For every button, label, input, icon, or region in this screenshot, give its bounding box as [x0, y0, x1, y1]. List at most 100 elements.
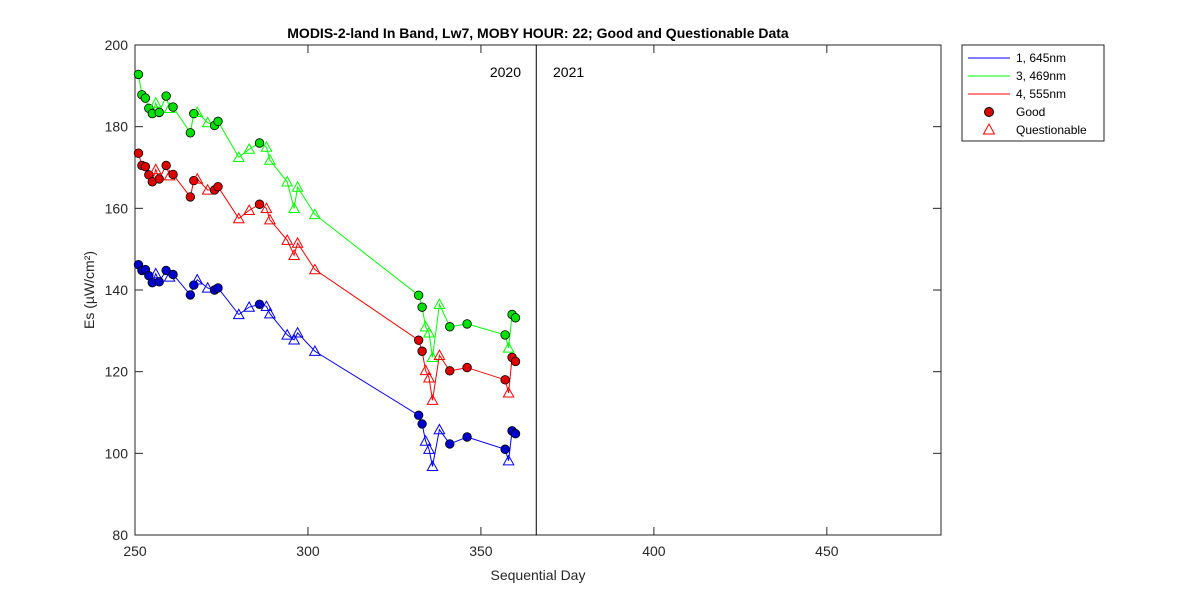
questionable-marker [502, 341, 515, 353]
questionable-marker [433, 349, 446, 360]
questionable-marker [426, 394, 439, 405]
legend-questionable-marker [982, 122, 996, 135]
good-marker [154, 107, 164, 118]
questionable-marker [260, 202, 273, 213]
good-marker [140, 161, 151, 172]
good-marker [413, 410, 424, 421]
good-marker [185, 192, 196, 202]
legend-label-questionable: Questionable [1016, 123, 1087, 137]
questionable-marker [243, 300, 256, 312]
y-tick-label: 80 [112, 527, 128, 543]
good-marker [413, 335, 424, 345]
questionable-marker [232, 308, 245, 320]
questionable-marker [281, 175, 294, 187]
y-tick-label: 200 [105, 37, 129, 53]
good-marker [140, 93, 151, 103]
legend-label-645nm: 1, 645nm [1016, 51, 1066, 65]
good-marker [213, 181, 223, 192]
legend-label-555nm: 4, 555nm [1016, 87, 1066, 101]
good-marker [500, 375, 510, 385]
good-marker [462, 362, 472, 373]
good-marker [445, 366, 455, 376]
questionable-marker [291, 326, 304, 338]
good-marker [133, 69, 144, 80]
good-marker [189, 280, 199, 290]
good-marker [168, 269, 178, 280]
questionable-marker [263, 307, 276, 319]
x-tick-label: 250 [123, 543, 147, 559]
good-marker [462, 319, 472, 329]
questionable-marker [419, 364, 432, 376]
questionable-marker [288, 202, 301, 213]
questionable-marker [232, 151, 245, 162]
axis-ticks [134, 44, 941, 536]
good-marker [462, 432, 472, 442]
questionable-marker [422, 371, 436, 383]
good-marker [417, 346, 427, 356]
y-tick-label: 100 [105, 445, 129, 461]
good-marker [213, 283, 223, 293]
good-marker [510, 313, 521, 323]
good-marker [154, 174, 164, 184]
questionable-marker [502, 386, 515, 398]
good-marker [254, 199, 265, 209]
good-marker [168, 169, 178, 180]
questionable-marker [201, 116, 214, 128]
x-tick-label: 350 [469, 543, 493, 559]
good-marker [254, 138, 265, 148]
series-markers [133, 69, 521, 472]
y-tick-label: 180 [105, 119, 129, 135]
questionable-marker [191, 172, 204, 184]
plot-area [134, 44, 942, 536]
questionable-marker [288, 333, 301, 345]
legend-good-marker [984, 107, 994, 117]
good-marker [161, 265, 171, 276]
questionable-marker [191, 106, 204, 118]
good-marker [185, 290, 196, 300]
good-marker [213, 116, 223, 127]
questionable-marker [260, 300, 273, 311]
good-marker [500, 330, 510, 340]
questionable-marker [191, 273, 204, 285]
x-tick-label: 400 [642, 543, 666, 559]
x-tick-labels: 250 300 350 400 450 [123, 543, 838, 559]
questionable-marker [260, 140, 273, 152]
legend-label-good: Good [1016, 105, 1045, 119]
questionable-marker [149, 96, 162, 108]
good-marker [254, 299, 265, 309]
year-label-2020: 2020 [490, 64, 521, 80]
questionable-marker [308, 263, 321, 275]
questionable-marker [433, 298, 446, 309]
good-marker [510, 356, 521, 367]
x-tick-label: 450 [815, 543, 839, 559]
y-axis-title: Es (µW/cm²) [81, 251, 97, 329]
year-label-2021: 2021 [553, 64, 584, 80]
good-marker [154, 277, 164, 287]
y-tick-label: 140 [105, 282, 129, 298]
legend: 1, 645nm 3, 469nm 4, 555nm Good Question… [961, 44, 1105, 142]
questionable-marker [502, 454, 515, 466]
questionable-marker [419, 434, 432, 446]
questionable-marker [291, 236, 304, 248]
legend-box [961, 44, 1105, 142]
good-marker [161, 160, 171, 171]
good-marker [413, 290, 424, 301]
questionable-marker [422, 326, 436, 338]
y-tick-labels: 80 100 120 140 160 180 200 [105, 37, 129, 543]
questionable-marker [243, 142, 256, 154]
good-marker [500, 444, 510, 454]
questionable-marker [308, 208, 321, 220]
questionable-marker [419, 320, 432, 332]
questionable-marker [281, 328, 294, 340]
good-marker [161, 91, 171, 101]
questionable-marker [426, 460, 439, 472]
questionable-marker [281, 233, 294, 245]
questionable-marker [201, 281, 214, 293]
questionable-marker [232, 212, 245, 224]
good-marker [133, 148, 144, 158]
good-marker [510, 429, 521, 439]
questionable-marker [422, 443, 436, 454]
y-tick-label: 120 [105, 364, 129, 380]
good-marker [417, 302, 427, 312]
